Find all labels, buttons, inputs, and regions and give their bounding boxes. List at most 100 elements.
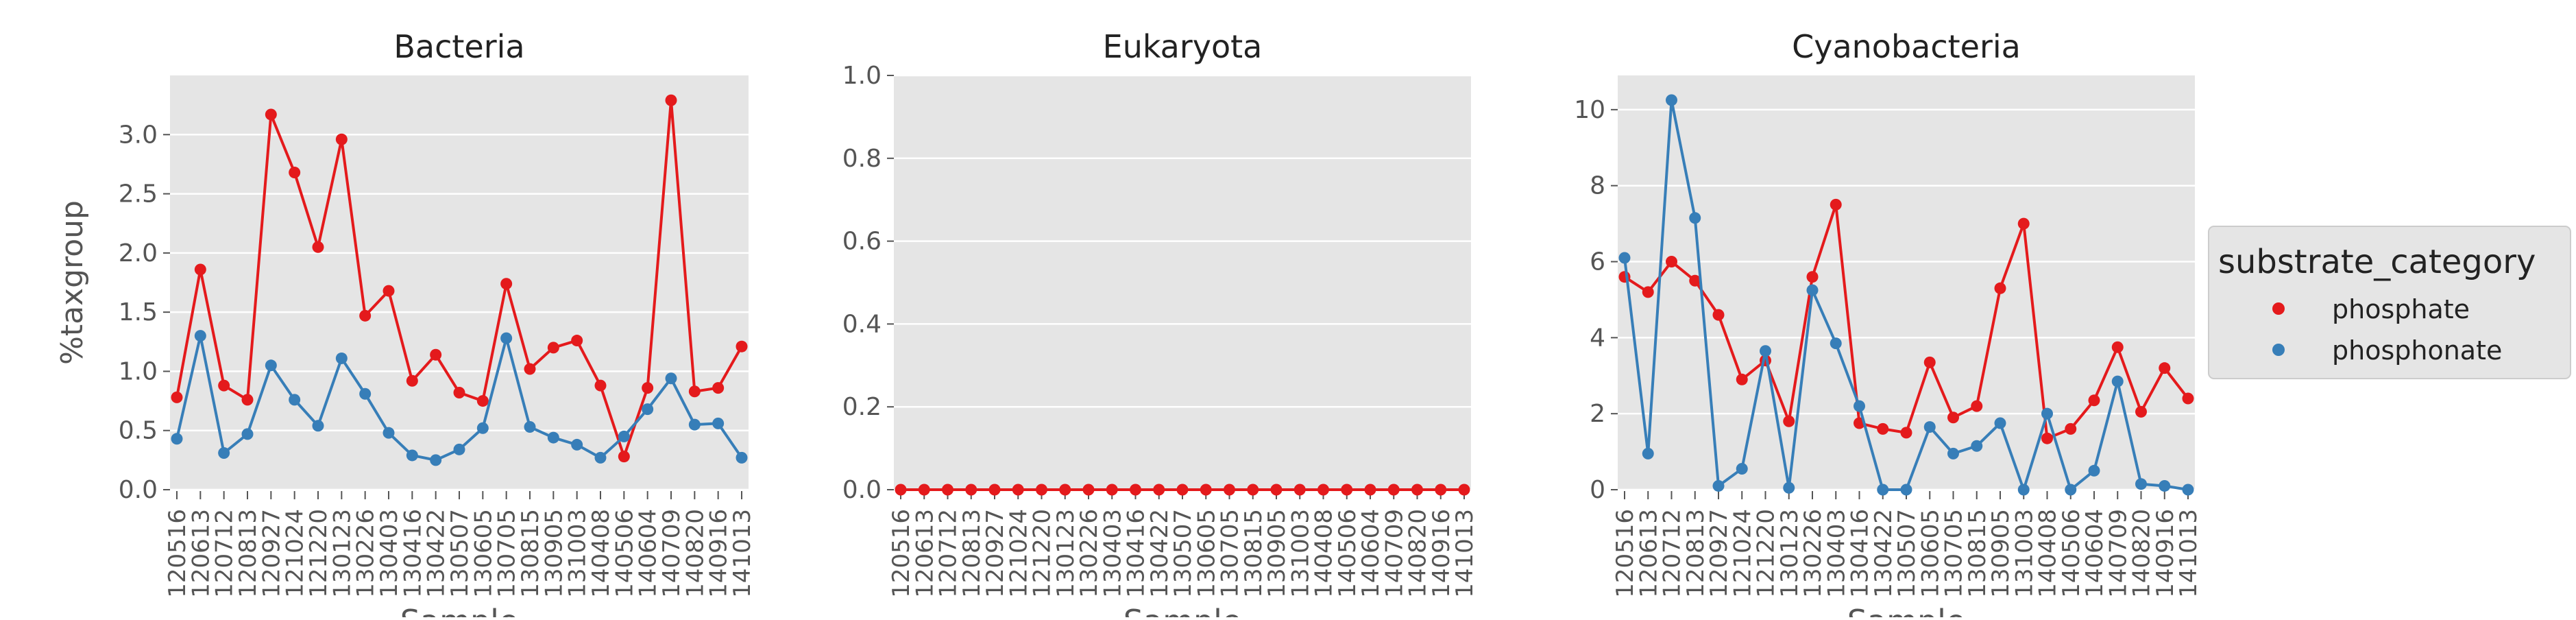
data-point-phosphonate	[1666, 94, 1677, 106]
data-point-phosphate	[359, 309, 372, 322]
data-point-phosphonate	[335, 352, 348, 364]
xtick-label: 130507	[446, 509, 474, 598]
data-point-phosphonate	[2182, 484, 2194, 496]
xtick-label: 130815	[1964, 509, 1991, 598]
xtick-label: 141013	[1451, 509, 1479, 598]
data-point-phosphate	[312, 241, 324, 253]
data-point-phosphonate	[547, 431, 559, 444]
xtick-label: 120516	[1612, 509, 1639, 598]
data-point-phosphate	[1971, 400, 1983, 412]
data-point-phosphate	[988, 484, 1001, 496]
xtick-label: 120712	[211, 509, 239, 598]
ytick-label: 0.5	[119, 417, 158, 445]
xtick-label: 121024	[282, 509, 309, 598]
data-point-phosphate	[965, 484, 977, 496]
data-point-phosphonate	[571, 438, 583, 451]
data-point-phosphate	[430, 348, 442, 361]
xtick-label: 140604	[1357, 509, 1385, 598]
legend-title: substrate_category	[2218, 243, 2536, 281]
data-point-phosphate	[1130, 484, 1141, 496]
xtick-label: 130605	[1193, 509, 1220, 598]
xtick-label: 121220	[1029, 509, 1056, 598]
xtick-label: 130123	[1776, 509, 1803, 598]
data-point-phosphonate	[289, 394, 301, 406]
data-point-phosphate	[2111, 341, 2124, 353]
data-point-phosphate	[918, 484, 930, 496]
data-point-phosphate	[1994, 282, 2006, 294]
data-point-phosphonate	[1900, 484, 1912, 496]
legend: substrate_category phosphate phosphonate	[2208, 226, 2571, 379]
data-point-phosphate	[2017, 217, 2030, 230]
data-point-phosphonate	[1830, 337, 1842, 350]
data-point-phosphonate	[382, 427, 395, 439]
data-point-phosphate	[1153, 484, 1165, 496]
xtick-label: 130403	[376, 509, 403, 598]
data-point-phosphonate	[1877, 484, 1889, 496]
data-point-phosphate	[1712, 309, 1725, 321]
data-point-phosphate	[241, 394, 254, 406]
xtick-label: 140604	[2081, 509, 2109, 598]
plot-background	[894, 75, 1471, 490]
data-point-phosphate	[2041, 432, 2053, 444]
xtick-label: 130403	[1823, 509, 1850, 598]
data-point-phosphate	[1947, 412, 1959, 424]
data-point-phosphonate	[171, 433, 183, 445]
legend-box	[2208, 226, 2571, 379]
data-point-phosphonate	[218, 447, 230, 460]
xtick-label: 140506	[1334, 509, 1361, 598]
ytick-label: 3.0	[119, 121, 158, 149]
data-point-phosphate	[642, 382, 654, 394]
data-point-phosphate	[1900, 427, 1912, 439]
xtick-label: 140506	[611, 509, 638, 598]
data-point-phosphate	[1200, 484, 1212, 496]
data-point-phosphonate	[406, 449, 418, 462]
xtick-label: 130422	[423, 509, 450, 598]
chart-title: Cyanobacteria	[1792, 28, 2021, 65]
data-point-phosphonate	[2017, 484, 2030, 496]
data-point-phosphonate	[688, 418, 701, 431]
data-point-phosphonate	[712, 417, 725, 429]
xtick-label: 140408	[1311, 509, 1338, 598]
data-point-phosphonate	[1971, 440, 1983, 452]
data-point-phosphate	[194, 263, 206, 276]
data-point-phosphate	[1106, 484, 1118, 496]
data-point-phosphate	[1082, 484, 1095, 496]
xtick-label: 130422	[1146, 509, 1174, 598]
xtick-label: 120613	[187, 509, 215, 598]
data-point-phosphate	[382, 285, 395, 297]
data-point-phosphonate	[1689, 212, 1701, 224]
xtick-label: 141013	[2175, 509, 2202, 598]
data-point-phosphate	[712, 382, 725, 394]
xtick-label: 130416	[1847, 509, 1874, 598]
xtick-label: 130123	[1052, 509, 1080, 598]
data-point-phosphate	[2182, 392, 2194, 405]
xtick-label: 121024	[1005, 509, 1032, 598]
data-point-phosphate	[1387, 484, 1400, 496]
xtick-label: 140408	[2034, 509, 2062, 598]
xtick-label: 140408	[587, 509, 615, 598]
data-point-phosphonate	[618, 430, 630, 442]
data-point-phosphate	[218, 379, 230, 392]
xtick-label: 140506	[2058, 509, 2085, 598]
xtick-label: 140916	[705, 509, 733, 598]
xtick-label: 140604	[635, 509, 662, 598]
data-point-phosphate	[1830, 198, 1842, 211]
xtick-label: 120927	[258, 509, 285, 598]
data-point-phosphonate	[1806, 284, 1819, 296]
xtick-label: 130226	[352, 509, 380, 598]
ytick-label: 10	[1574, 96, 1605, 124]
chart-title: Eukaryota	[1103, 28, 1263, 65]
data-point-phosphonate	[524, 421, 536, 433]
data-point-phosphate	[1806, 271, 1819, 283]
xtick-label: 140709	[2104, 509, 2132, 598]
xtick-label: 131003	[2010, 509, 2038, 598]
ytick-label: 2.5	[119, 180, 158, 208]
xtick-label: 140709	[1381, 509, 1408, 598]
xtick-label: 140820	[681, 509, 709, 598]
ytick-label: 2.0	[119, 239, 158, 267]
data-point-phosphate	[289, 167, 301, 179]
data-point-phosphonate	[476, 422, 489, 434]
data-point-phosphonate	[2065, 484, 2077, 496]
ytick-label: 0.0	[842, 476, 882, 504]
data-point-phosphate	[1341, 484, 1353, 496]
